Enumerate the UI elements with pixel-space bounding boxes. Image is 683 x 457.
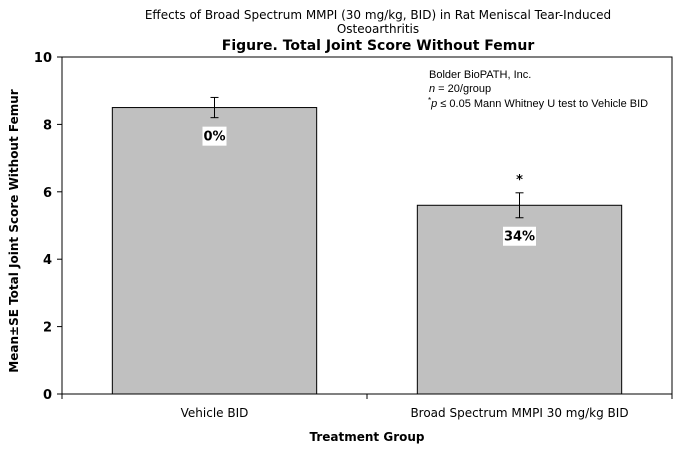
data-label-background (503, 226, 536, 246)
chart-suptitle-line-2: Osteoarthritis (337, 22, 419, 36)
annotation-n: n = 20/group (429, 83, 491, 95)
bar (111, 107, 318, 395)
y-tick-label: 8 (43, 118, 52, 133)
annotation-p: *p ≤ 0.05 Mann Whitney U test to Vehicle… (428, 96, 648, 110)
y-tick-label: 10 (34, 51, 52, 66)
chart-suptitle-line-1: Effects of Broad Spectrum MMPI (30 mg/kg… (145, 8, 611, 22)
x-category-label: Broad Spectrum MMPI 30 mg/kg BID (410, 406, 628, 420)
annotation-lab: Bolder BioPATH, Inc. (429, 69, 531, 81)
x-category-label: Vehicle BID (181, 406, 249, 420)
annotation-p-text: ≤ 0.05 Mann Whitney U test to Vehicle BI… (437, 98, 648, 110)
y-axis-ticks: 0 2 4 6 8 10 (34, 51, 62, 403)
y-tick-label: 4 (43, 253, 52, 268)
data-label: 34% (504, 230, 535, 245)
y-tick-label: 2 (43, 321, 52, 336)
annotation-p-symbol: p (430, 98, 437, 110)
y-tick-label: 6 (43, 186, 52, 201)
x-axis-ticks: Vehicle BID Broad Spectrum MMPI 30 mg/kg … (61, 394, 673, 420)
annotation-n-symbol: n (429, 83, 435, 95)
chart-title: Figure. Total Joint Score Without Femur (222, 38, 535, 54)
y-axis-label: Mean±SE Total Joint Score Without Femur (7, 89, 21, 372)
bars-layer: 0% 34% * (111, 96, 623, 395)
y-tick-label: 0 (43, 388, 52, 403)
annotation-n-value: = 20/group (435, 83, 491, 95)
data-label-background (202, 126, 227, 146)
significance-marker: * (516, 173, 523, 188)
x-axis-label: Treatment Group (309, 430, 424, 444)
annotation-p-star: * (428, 96, 431, 105)
data-label: 0% (203, 130, 225, 145)
